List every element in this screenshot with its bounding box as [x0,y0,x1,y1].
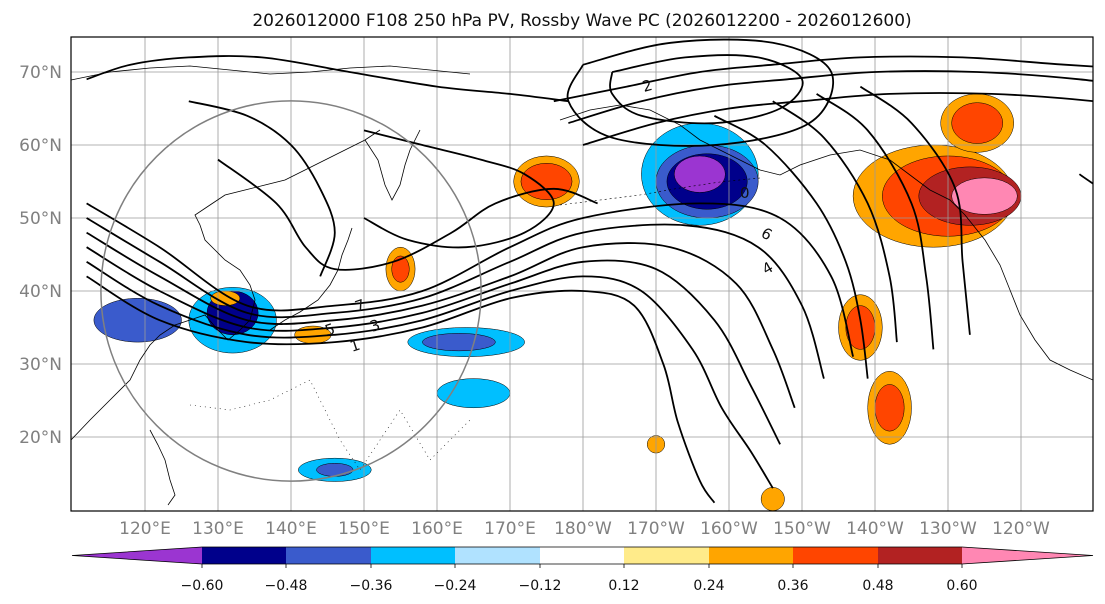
lon-axis-labels: 120°E 130°E 140°E 150°E 160°E 170°E 180°… [119,519,1050,539]
anomaly-region [760,487,785,511]
colorbar-swatch [540,547,624,564]
colorbar-tick-label: 0.60 [946,578,977,594]
contour-layer [86,38,1093,504]
lat-axis-labels: 70°N 60°N 50°N 40°N 30°N 20°N [19,63,62,448]
colorbar-tick-label: 0.12 [608,578,639,594]
anomaly-region [674,155,726,193]
closed-contour-2 [566,38,835,147]
lon-label: 170°W [627,519,685,539]
colorbar-tick-label: −0.60 [181,578,224,594]
colorbar-swatch [371,547,455,564]
lon-label: 130°W [919,519,977,539]
arctic-coastline [71,65,471,81]
lat-label: 60°N [19,136,62,156]
pacific-islands-coastline [189,379,471,471]
anomaly-region [391,255,410,283]
anomaly-region [436,378,511,409]
lat-label: 50°N [19,209,62,229]
lat-label: 20°N [19,428,62,448]
lon-label: 130°E [192,519,244,539]
west-contour-1 [188,100,336,277]
west-contour-3 [217,158,598,271]
contour-label: 0 [740,184,750,202]
ridge-contour-3 [816,93,935,350]
lon-label: 150°E [338,519,390,539]
colorbar-tick-labels: −0.60 −0.48 −0.36 −0.24 −0.12 0.12 0.24 … [181,578,978,594]
colorbar-tick-label: −0.36 [350,578,393,594]
lon-label: 120°E [119,519,171,539]
colorbar-swatch [793,547,878,564]
colorbar-swatch [455,547,540,564]
jet-contour-3 [86,246,781,445]
map-background [71,37,1093,511]
lat-label: 30°N [19,355,62,375]
anomaly-region [951,177,1018,215]
map-frame [70,36,1094,512]
lon-label: 150°W [773,519,831,539]
contour-label: 2 [640,76,654,96]
colorbar-tick-label: −0.24 [434,578,477,594]
coastlines [71,65,1093,506]
colorbar-extend-right [962,547,1093,564]
jet-contour-5 [86,217,825,379]
lon-label: 180°W [554,519,612,539]
jet-contour-4 [86,231,796,409]
alaska-coastline [559,104,1093,381]
colorbar-swatch [878,547,962,564]
west-contour-2 [86,55,569,103]
aleutian-coastline [559,177,761,206]
colorbar [71,546,1094,568]
lon-label: 140°W [846,519,904,539]
anomaly-region [874,384,905,432]
ridge-contour-4 [859,85,971,335]
colorbar-tick-label: 0.24 [693,578,724,594]
colorbar-swatch [709,547,793,564]
colorbar-tick-label: 0.36 [777,578,808,594]
lon-label: 140°E [265,519,317,539]
colorbar-tick-label: −0.48 [265,578,308,594]
colorbar-swatch [286,547,371,564]
philippines-coastline [149,429,176,506]
anomaly-region [520,163,573,200]
colorbar-extend-left [72,547,202,564]
chart-title: 2026012000 F108 250 hPa PV, Rossby Wave … [252,11,911,31]
jet-contour-2 [86,261,774,489]
map-area: 1 3 5 7 6 4 2 0 [71,37,1105,511]
jet-contour-1 [86,275,716,504]
anomaly-region [93,298,182,343]
north-contour-3 [582,92,1093,146]
colorbar-swatch [202,547,286,564]
lon-label: 160°E [411,519,463,539]
lon-label: 170°E [484,519,536,539]
ridge-contour-2 [772,100,898,343]
colorbar-tick-label: −0.12 [519,578,562,594]
jet-contour-6 [86,202,854,357]
colorbar-swatch [624,547,709,564]
anomaly-region [1094,196,1105,386]
lat-label: 40°N [19,282,62,302]
closed-contour-1 [609,54,804,125]
north-contour-2 [568,70,1093,124]
west-contour-4 [363,129,555,249]
anomaly-region [951,102,1004,144]
reference-circle [100,100,482,482]
lat-label: 70°N [19,63,62,83]
anomaly-region [422,333,496,352]
kamchatka-coastline [364,129,421,201]
colorbar-tick-label: 0.48 [862,578,893,594]
anomaly-region [316,463,354,477]
lon-label: 160°W [700,519,758,539]
ridge-contour-1 [713,115,869,379]
north-contour-1 [553,55,1093,103]
asia-coastline [71,129,381,441]
lon-label: 120°W [992,519,1050,539]
